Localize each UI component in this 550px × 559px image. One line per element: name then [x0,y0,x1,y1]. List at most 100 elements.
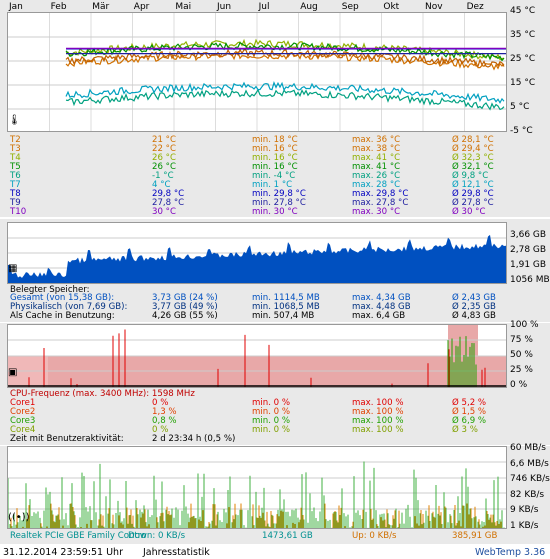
mem-cur: 3,73 GB (24 %) [152,293,218,303]
month-label: Jun [217,2,232,12]
axis-tick-label: 5 °C [510,102,530,112]
temp-min: min. 1 °C [252,180,293,190]
mem-name: Gesamt (von 15,38 GB): [10,293,115,303]
cpu-avg: Ø 3 % [452,425,478,435]
month-label: Jan [9,2,23,12]
cpu-name: Core3 [10,416,36,426]
cpu-max: max. 100 % [352,407,404,417]
temp-avg: Ø 32,1 °C [452,162,494,172]
temp-max: max. 36 °C [352,135,401,145]
network-down: Down: 0 KB/s [128,531,186,541]
timestamp: 31.12.2014 23:59:51 Uhr [3,547,123,558]
temp-avg: Ø 29,8 °C [452,189,494,199]
temp-min: min. 16 °C [252,162,298,172]
temp-max: max. 29,8 °C [352,189,409,199]
mem-avg: Ø 4,83 GB [452,311,496,321]
cpu-min: min. 0 % [252,425,291,435]
temp-name: T8 [10,189,21,199]
axis-tick-label: 746 KB/s [510,474,550,484]
temp-cur: 29,8 °C [152,189,185,199]
axis-tick-label: 2,78 GB [510,245,547,255]
temp-avg: Ø 29,4 °C [452,144,494,154]
temp-max: max. 41 °C [352,162,401,172]
temp-avg: Ø 9,8 °C [452,171,489,181]
app-version-link[interactable]: WebTemp 3.36 [475,547,546,558]
axis-tick-label: 50 % [510,350,533,360]
footer: 31.12.2014 23:59:51 Uhr Jahresstatistik … [0,545,550,559]
axis-tick-label: 35 °C [510,30,536,40]
axis-tick-label: -5 °C [510,126,533,136]
temp-name: T3 [10,144,21,154]
cpu-name: Core1 [10,398,36,408]
axis-tick-label: 1,91 GB [510,260,547,270]
temp-trace-t6 [65,88,505,111]
mem-min: min. 1114,5 MB [252,293,320,303]
month-label: Nov [425,2,443,12]
temp-avg: Ø 32,3 °C [452,153,494,163]
axis-tick-label: 1056 MB [510,275,550,285]
temp-name: T9 [10,198,21,208]
month-label: Jul [258,2,270,12]
temp-min: min. 18 °C [252,135,298,145]
thermometer-icon: 🌡 [8,115,21,126]
month-label: Mär [92,2,110,12]
temp-avg: Ø 28,1 °C [452,135,494,145]
cpu-max: max. 100 % [352,425,404,435]
temp-trace-t2 [65,51,505,71]
cpu-avg: Ø 5,2 % [452,398,487,408]
temp-max: max. 30 °C [352,207,401,217]
cpu-chart [7,324,507,388]
network-section: 60 MB/s 6,6 MB/s 746 KB/s 82 KB/s 9 KB/s 1 KB… [0,443,550,544]
memory-title: Belegter Speicher: [10,285,90,295]
network-up: Up: 0 KB/s [352,531,397,541]
mem-cur: 4,26 GB (55 %) [152,311,218,321]
temp-name: T10 [10,207,27,217]
month-label: Dez [466,2,484,12]
cpu-chip-icon: ▣ [8,367,18,378]
temp-name: T7 [10,180,21,190]
cpu-avg: Ø 6,9 % [452,416,487,426]
axis-tick-label: 25 % [510,365,533,375]
temp-cur: 27,8 °C [152,198,185,208]
cpu-cur: 0 % [152,398,169,408]
network-adapter-name: Realtek PCIe GBE Family Contro [10,531,147,541]
temp-trace-t3 [65,48,505,68]
temp-cur: 4 °C [152,180,171,190]
axis-tick-label: 6,6 MB/s [510,458,549,469]
memory-chart [7,222,507,284]
temperature-section: Jan Feb Mär Apr Mai Jun Jul Aug Sep Okt Nov Dez 45 … [0,0,550,217]
month-label: Mai [175,2,192,12]
network-up-total: 385,91 GB [452,531,498,541]
temp-max: max. 41 °C [352,153,401,163]
axis-tick-label: 25 °C [510,54,536,64]
cpu-section: 100 % 75 % 50 % 25 % 0 % ▣ CPU-Frequenz (max… [0,320,550,445]
temp-cur: 26 °C [152,153,176,163]
month-label: Feb [50,2,67,12]
temp-name: T6 [10,171,21,181]
axis-tick-label: 60 MB/s [510,443,546,453]
axis-tick-label: 75 % [510,335,533,345]
cpu-name: Core4 [10,425,36,435]
cpu-name: Core2 [10,407,36,417]
network-graph [8,461,506,528]
temp-name: T5 [10,162,21,172]
cpu-min: min. 0 % [252,416,291,426]
month-label: Apr [133,2,150,12]
cpu-min: min. 0 % [252,407,291,417]
temp-min: min. 16 °C [252,144,298,154]
temperature-chart [7,12,507,132]
month-label: Okt [383,2,400,12]
temp-max: max. 26 °C [352,171,401,181]
temp-max: max. 28 °C [352,180,401,190]
cpu-cur: 0 % [152,425,169,435]
cpu-avg: Ø 1,5 % [452,407,487,417]
user-activity-value: 2 d 23:34 h (0,5 %) [152,434,236,444]
month-label: Aug [300,2,318,12]
temp-min: min. 30 °C [252,207,298,217]
axis-tick-label: 3,66 GB [510,230,547,240]
memory-chip-icon: ▦ [8,263,18,274]
cpu-cur: 0,8 % [152,416,177,426]
temperature-graph [8,13,506,131]
network-antenna-icon: ((•)) [8,512,30,523]
network-down-total: 1473,61 GB [262,531,313,541]
